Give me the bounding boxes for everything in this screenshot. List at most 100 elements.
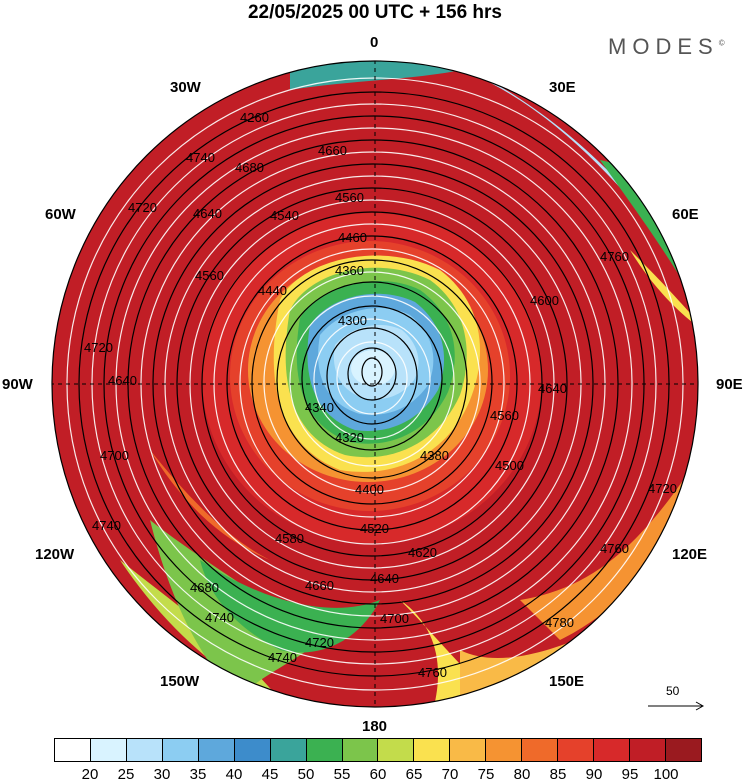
geopotential-contours [78, 91, 670, 677]
contour-label: 4720 [128, 200, 157, 215]
colorbar-tick-label: 90 [585, 766, 603, 783]
graticule [52, 61, 698, 707]
map-border [51, 60, 699, 708]
lon-label-150w: 150W [160, 673, 200, 690]
colorbar-cell [55, 739, 91, 761]
colorbar-cell [306, 739, 343, 761]
colorbar-tick-label: 70 [441, 766, 459, 783]
lon-label-60w: 60W [45, 206, 76, 223]
colorbar-tick-label: 25 [117, 766, 135, 783]
lon-label-150e: 150E [549, 673, 585, 690]
contour-label: 4560 [490, 408, 519, 423]
contour-label: 4680 [235, 160, 264, 175]
contour-label: 4760 [418, 665, 447, 680]
contour-label: 4740 [92, 518, 121, 533]
contour-label: 4560 [195, 268, 224, 283]
contour-label: 4520 [360, 521, 389, 536]
contour-label: 4560 [335, 190, 364, 205]
colorbar-cell [126, 739, 163, 761]
contour-label: 4460 [338, 230, 367, 245]
lon-label-90w: 90W [2, 376, 33, 393]
colorbar-tick-label: 20 [81, 766, 99, 783]
colorbar-tick-label: 80 [513, 766, 531, 783]
contour-label: 4600 [530, 293, 559, 308]
colorbar-cell [414, 739, 451, 761]
contour-label: 4660 [305, 578, 334, 593]
colorbar-tick-label: 95 [621, 766, 639, 783]
contour-label: 4440 [258, 283, 287, 298]
colorbar-tick-label: 85 [549, 766, 567, 783]
colorbar-tick-label: 55 [333, 766, 351, 783]
colorbar-tick-label: 65 [405, 766, 423, 783]
forecast-title: 22/05/2025 00 UTC + 156 hrs [247, 2, 503, 23]
contour-label-group: 4260 4740 4680 4660 4720 4640 4540 4560 … [128, 110, 574, 680]
colorbar-cell [665, 739, 701, 761]
wind-reference-vector: 50 [646, 684, 706, 714]
wind-reference-value: 50 [666, 684, 680, 698]
arrow-right-icon [648, 701, 705, 711]
contour-label: 4760 [600, 249, 629, 264]
colorbar-cell [630, 739, 666, 761]
contour-label: 4640 [538, 381, 567, 396]
colorbar-cell [234, 739, 271, 761]
colorbar-tick-label: 40 [225, 766, 243, 783]
colorbar-cell [270, 739, 307, 761]
brand-logo: MODES© [608, 34, 725, 60]
lon-label-0: 0 [370, 34, 379, 51]
lon-label-120w: 120W [35, 546, 75, 563]
colorbar-tick-label: 30 [153, 766, 171, 783]
colorbar-cell [162, 739, 199, 761]
colorbar-cell [90, 739, 127, 761]
lon-label-90e: 90E [716, 376, 743, 393]
lon-label-60e: 60E [672, 206, 699, 223]
colorbar-ticks: 20 25 30 35 40 45 50 55 60 65 70 75 80 85 90 95 100 [54, 766, 702, 783]
colorbar-cell [378, 739, 415, 761]
lon-label-120e: 120E [672, 546, 708, 563]
contour-label: 4500 [495, 458, 524, 473]
contour-label: 4740 [205, 610, 234, 625]
colorbar-cell [522, 739, 559, 761]
colorbar-cell [558, 739, 595, 761]
copyright-mark: © [718, 38, 725, 48]
colorbar-tick-label: 50 [297, 766, 315, 783]
contour-label: 4260 [240, 110, 269, 125]
contour-label: 4320 [335, 430, 364, 445]
colorbar [54, 738, 702, 762]
contour-label: 4580 [275, 531, 304, 546]
lon-label-30e: 30E [549, 79, 576, 96]
contour-label: 4360 [335, 263, 364, 278]
colorbar-tick-label: 60 [369, 766, 387, 783]
contour-label: 4540 [270, 208, 299, 223]
colorbar-tick-label: 100 [653, 766, 679, 783]
contour-label: 4640 [370, 571, 399, 586]
contour-label: 4760 [600, 541, 629, 556]
contour-label: 4780 [545, 615, 574, 630]
colorbar-cell [198, 739, 235, 761]
contour-label: 4700 [100, 448, 129, 463]
contour-label: 4640 [108, 373, 137, 388]
colorbar-cell [486, 739, 523, 761]
contour-label: 4300 [338, 313, 367, 328]
contour-label: 4740 [268, 650, 297, 665]
contour-label: 4680 [190, 580, 219, 595]
colorbar-tick-label: 45 [261, 766, 279, 783]
contour-label-group-2: 4760 4720 4760 4680 4660 4640 4720 4740 … [84, 249, 677, 665]
lon-label-180: 180 [362, 718, 388, 735]
contour-label: 4700 [380, 611, 409, 626]
colorbar-cell [450, 739, 487, 761]
colorbar-cell [342, 739, 379, 761]
contour-label: 4400 [355, 482, 384, 497]
contour-label: 4720 [305, 635, 334, 650]
contour-label: 4660 [318, 143, 347, 158]
contour-label: 4380 [420, 448, 449, 463]
lon-label-30w: 30W [170, 79, 201, 96]
contour-label: 4340 [305, 400, 334, 415]
contour-label: 4720 [84, 340, 113, 355]
colorbar-cell [594, 739, 630, 761]
colorbar-tick-label: 75 [477, 766, 495, 783]
contour-label: 4640 [193, 206, 222, 221]
contour-label: 4720 [648, 481, 677, 496]
colorbar-tick-label: 35 [189, 766, 207, 783]
brand-name: MODES [608, 34, 719, 59]
